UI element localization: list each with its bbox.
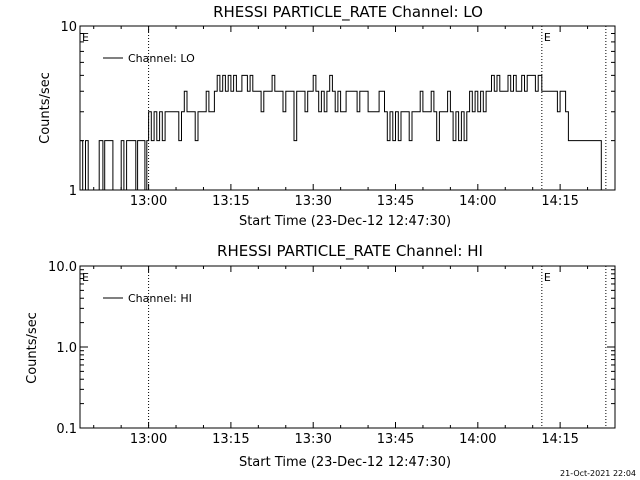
chart-title: RHESSI PARTICLE_RATE Channel: HI [217,242,483,261]
x-tick-label: 13:45 [377,432,414,447]
y-axis-label: Counts/sec [25,312,40,384]
x-tick-label: 13:30 [294,194,331,209]
x-tick-label: 13:30 [294,432,331,447]
legend: Channel: LO [103,52,195,65]
series-lines [80,74,602,191]
footer-timestamp: 21-Oct-2021 22:04 [560,469,636,478]
x-tick-label: 14:15 [541,194,578,209]
legend: Channel: HI [103,292,192,305]
x-tick-label: 14:00 [459,194,496,209]
legend-label: Channel: LO [128,52,195,65]
y-tick-label: 10 [60,20,77,35]
x-tick-label: 13:15 [212,432,249,447]
x-tick-label: 14:15 [541,432,578,447]
event-marker-label: E [82,31,89,44]
event-marker-label: E [544,271,551,284]
y-tick-label: 1 [69,184,77,199]
legend-label: Channel: HI [128,292,192,305]
x-tick-label: 13:45 [377,194,414,209]
x-tick-label: 13:00 [130,432,167,447]
event-marker-label: E [82,271,89,284]
chart-title: RHESSI PARTICLE_RATE Channel: LO [213,3,483,22]
plot-frame [79,265,616,429]
x-axis-label: Start Time (23-Dec-12 12:47:30) [239,455,451,470]
y-tick-label: 0.1 [56,422,77,437]
x-tick-label: 14:00 [459,432,496,447]
y-tick-label: 10.0 [48,260,77,275]
axis-ticks: 13:00 13:15 13:30 13:45 14:00 14:15 0.1 1.0 10.0 [48,260,615,447]
x-tick-label: 13:00 [130,194,167,209]
x-tick-label: 13:15 [212,194,249,209]
axis-ticks: 13:00 13:15 13:30 13:45 14:00 14:15 1 10 [60,20,615,209]
series-line [80,74,602,191]
x-axis-label: Start Time (23-Dec-12 12:47:30) [239,214,451,229]
event-marker-label: E [544,31,551,44]
y-tick-label: 1.0 [56,341,77,356]
panel-hi: RHESSI PARTICLE_RATE Channel: HI 13:00 13… [25,242,616,470]
plot-frame [79,25,616,191]
y-axis-label: Counts/sec [38,72,53,144]
panel-lo: RHESSI PARTICLE_RATE Channel: LO 13:00 13… [38,3,616,229]
